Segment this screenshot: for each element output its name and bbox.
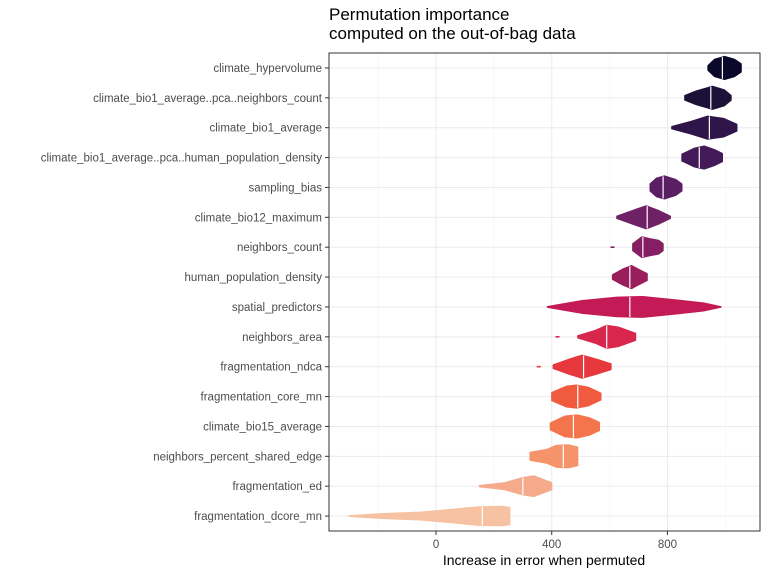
y-tick-label: fragmentation_core_mn [201,392,322,404]
x-tick-label: 400 [542,539,561,551]
x-tick-label: 800 [658,539,677,551]
y-tick-label: sampling_bias [248,182,322,194]
violin-climate_bio1_average..pca..human_population_density [681,145,723,170]
plot-border [328,52,761,532]
y-tick-label: climate_bio15_average [203,421,322,433]
violin-fragmentation_ndca [552,354,612,379]
y-tick-label: human_population_density [185,272,323,284]
violin-climate_bio1_average..pca..neighbors_count [684,85,732,110]
violin-climate_bio1_average [671,115,738,140]
y-tick-label: climate_bio12_maximum [195,212,322,224]
y-tick-label: climate_bio1_average [209,123,322,135]
y-tick-label: spatial_predictors [232,302,322,314]
x-tick-label: 0 [433,539,439,551]
y-tick-label: neighbors_percent_shared_edge [153,451,322,463]
violin-sampling_bias [649,175,683,200]
y-tick-label: fragmentation_ndca [220,362,322,374]
y-tick-label: climate_hypervolume [213,63,322,75]
y-tick-label: fragmentation_ed [232,481,322,493]
violin-climate_bio12_maximum [616,205,671,230]
y-axis-labels: climate_hypervolume climate_bio1_average.… [41,63,329,523]
outlier-mark-neighbors_count [610,246,615,248]
y-tick-label: climate_bio1_average..pca..human_populat… [41,153,323,165]
violin-group [348,55,742,527]
y-tick-label: neighbors_count [237,242,323,254]
y-tick-label: fragmentation_dcore_mn [194,511,322,523]
violin-spatial_predictors [546,295,722,318]
x-axis: 0 400 800 [433,531,677,551]
outlier-mark-neighbors_area [555,336,560,338]
outlier-mark-fragmentation_ndca [536,365,541,368]
violin-climate_bio15_average [549,414,601,439]
y-tick-label: climate_bio1_average..pca..neighbors_cou… [93,93,323,105]
violin-fragmentation_dcore_mn [348,505,511,527]
y-tick-label: neighbors_area [242,332,323,344]
chart-title-line-1: Permutation importance [329,5,509,24]
violin-neighbors_percent_shared_edge [529,444,579,469]
violin-fragmentation_ed [478,475,553,498]
violin-neighbors_count [632,236,664,259]
violin-fragmentation_core_mn [551,384,602,409]
chart-title-line-2: computed on the out-of-bag data [329,24,576,43]
violin-climate_hypervolume [707,55,742,81]
x-axis-title: Increase in error when permuted [443,552,645,568]
